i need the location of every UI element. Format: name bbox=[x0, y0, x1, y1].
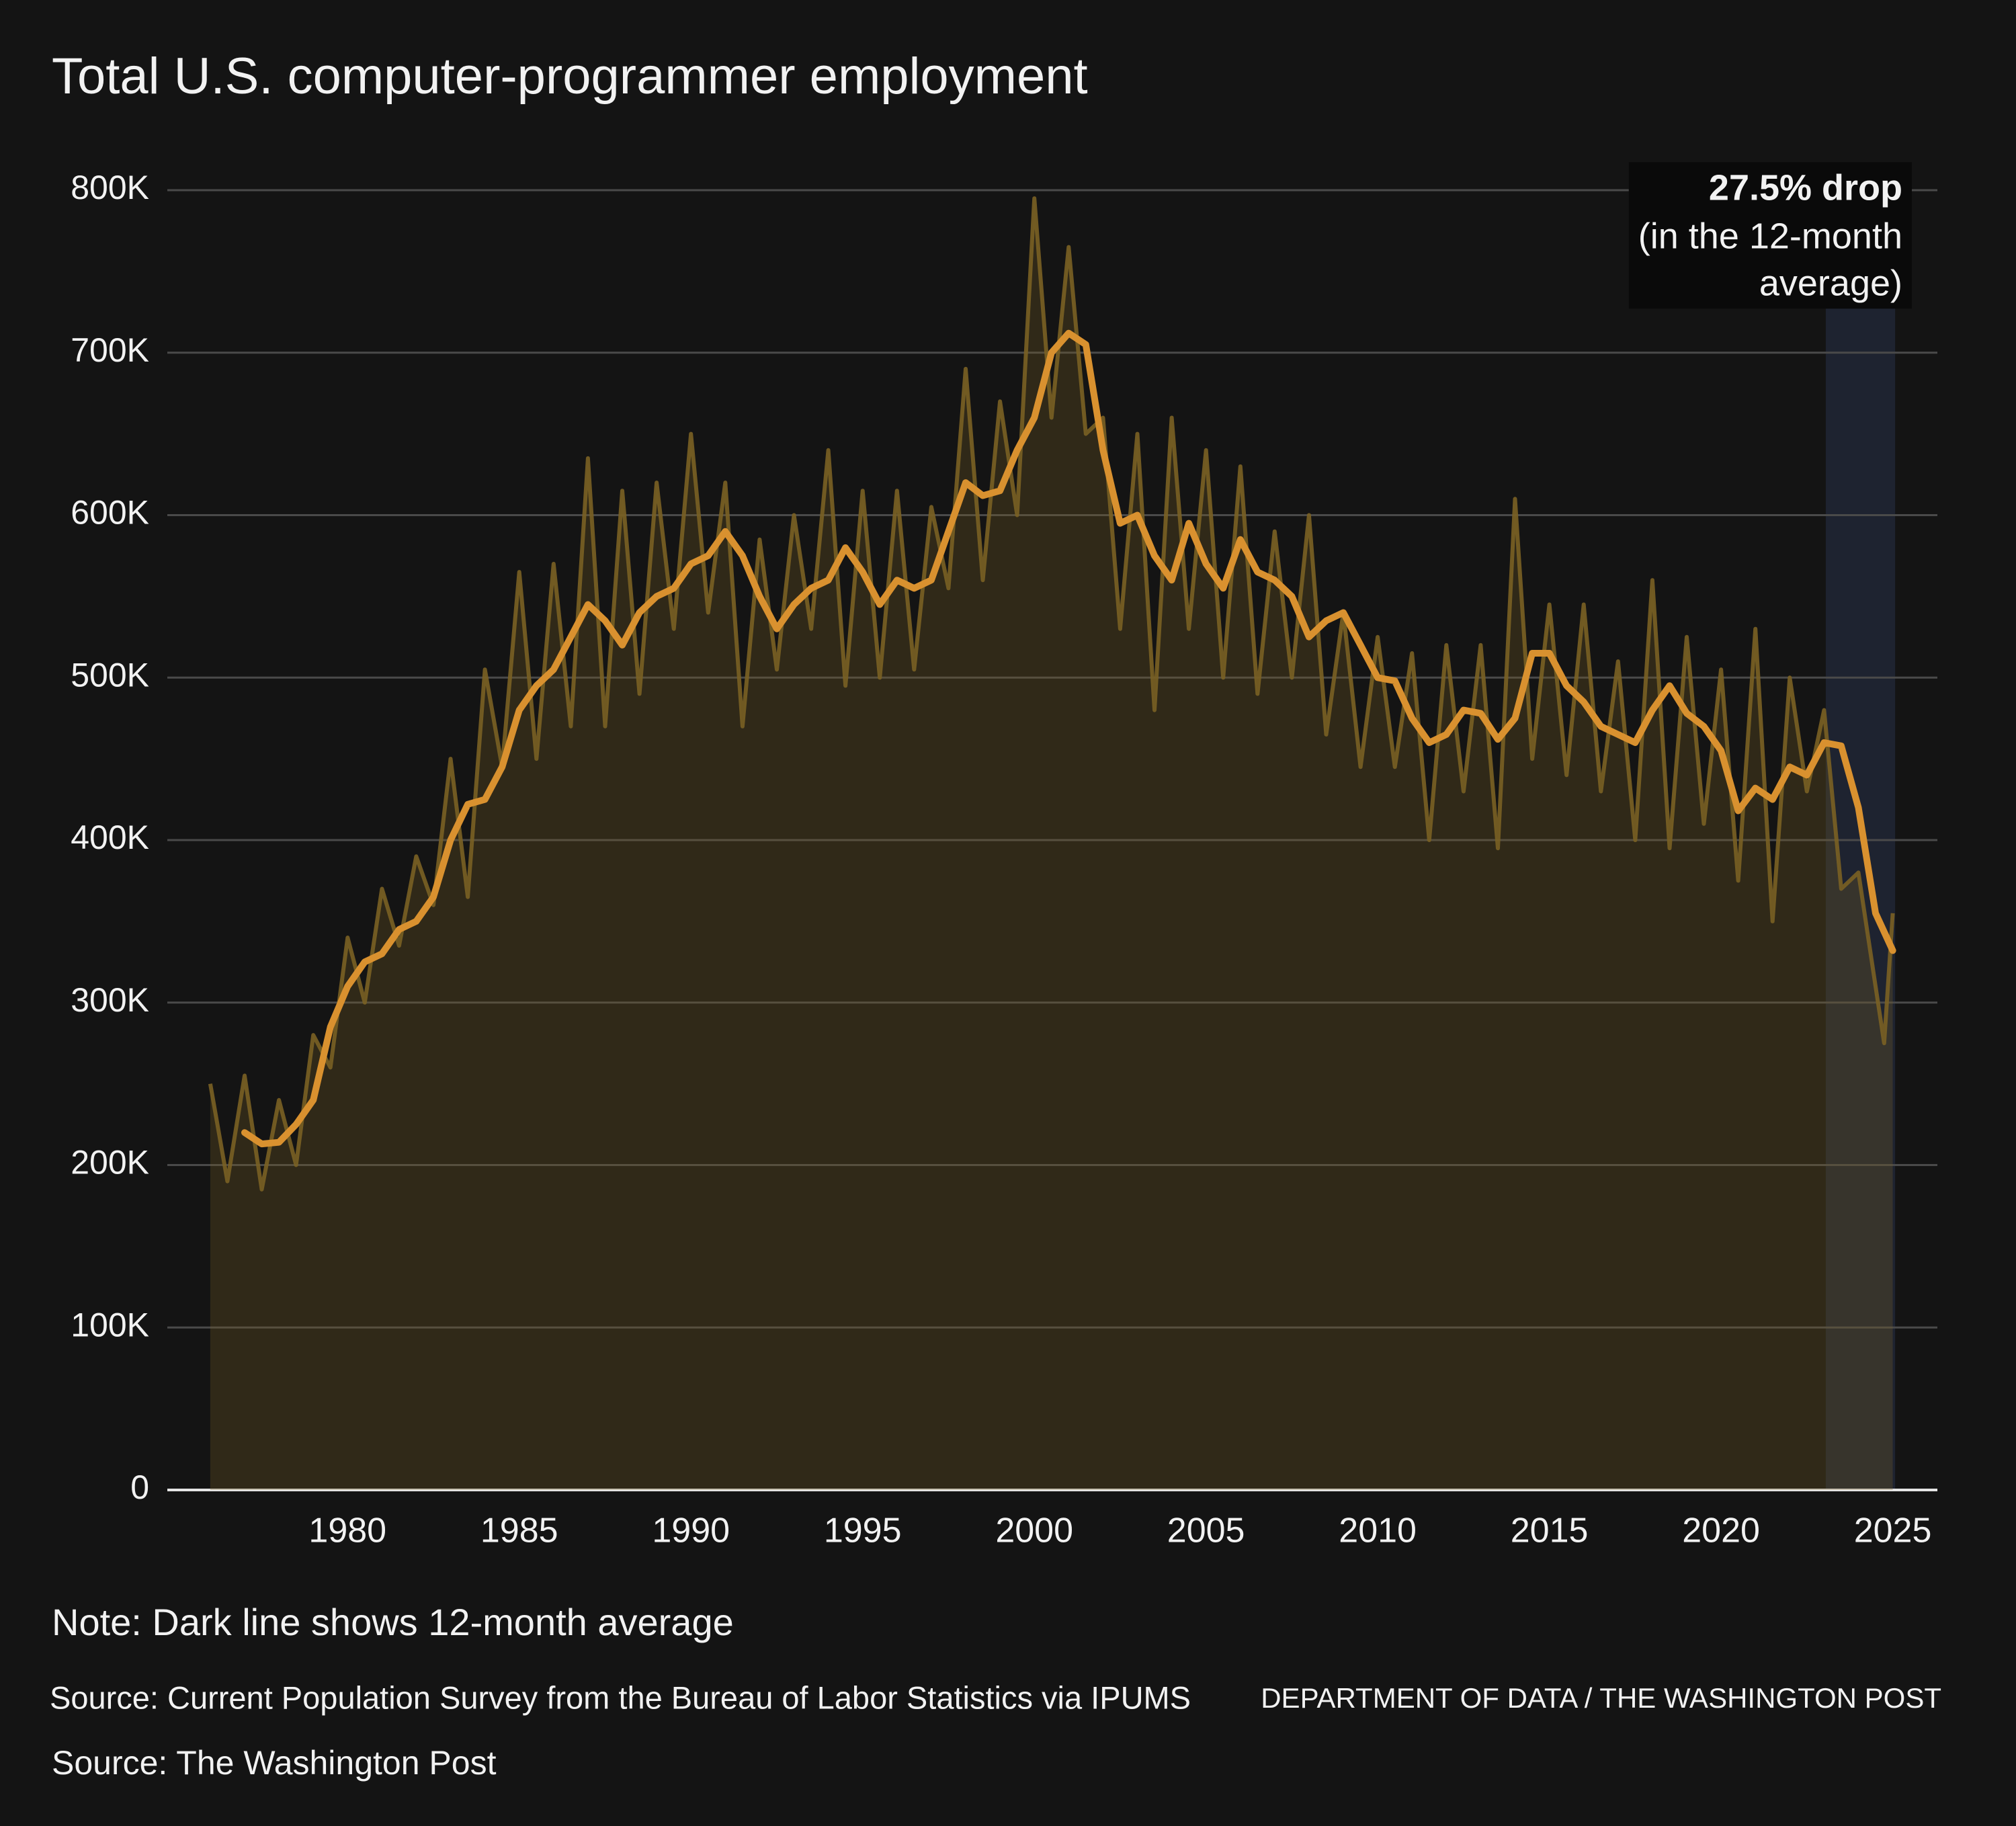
x-tick-label: 1985 bbox=[480, 1511, 558, 1550]
y-tick-label: 100K bbox=[71, 1306, 149, 1343]
annotation-text: (in the 12-month bbox=[1638, 216, 1902, 256]
source2: Source: The Washington Post bbox=[52, 1744, 497, 1782]
annotation-background bbox=[1628, 162, 1912, 309]
x-tick-label: 1990 bbox=[652, 1511, 730, 1550]
y-tick-label: 700K bbox=[71, 331, 149, 369]
raw-line bbox=[208, 196, 1895, 1192]
note: Note: Dark line shows 12-month average bbox=[52, 1601, 734, 1643]
y-tick-label: 400K bbox=[71, 819, 149, 856]
y-tick-label: 500K bbox=[71, 656, 149, 694]
average-line bbox=[241, 329, 1896, 1148]
x-tick-label: 2025 bbox=[1854, 1511, 1932, 1550]
x-tick-label: 1980 bbox=[308, 1511, 386, 1550]
y-tick-label: 800K bbox=[71, 169, 149, 206]
annotation: 27.5% drop (in the 12-month average) bbox=[1628, 162, 1912, 309]
chart-title: Total U.S. computer-programmer employmen… bbox=[52, 48, 1088, 105]
annotation-title: 27.5% drop bbox=[1709, 167, 1902, 208]
x-tick-label: 2015 bbox=[1511, 1511, 1589, 1550]
area bbox=[210, 198, 1893, 1491]
x-tick-label: 2010 bbox=[1339, 1511, 1417, 1550]
y-tick-label: 0 bbox=[130, 1468, 149, 1506]
x-tick-label: 1995 bbox=[824, 1511, 902, 1550]
y-tick-label: 300K bbox=[71, 981, 149, 1019]
credit: DEPARTMENT OF DATA / THE WASHINGTON POST bbox=[1261, 1682, 1941, 1714]
y-tick-label: 600K bbox=[71, 494, 149, 532]
x-tick-label: 2005 bbox=[1167, 1511, 1245, 1550]
source: Source: Current Population Survey from t… bbox=[50, 1679, 1191, 1715]
x-tick-label: 2020 bbox=[1682, 1511, 1760, 1550]
annotation-text: average) bbox=[1759, 263, 1902, 303]
x-tick-label: 2000 bbox=[995, 1511, 1073, 1550]
y-tick-label: 200K bbox=[71, 1144, 149, 1181]
